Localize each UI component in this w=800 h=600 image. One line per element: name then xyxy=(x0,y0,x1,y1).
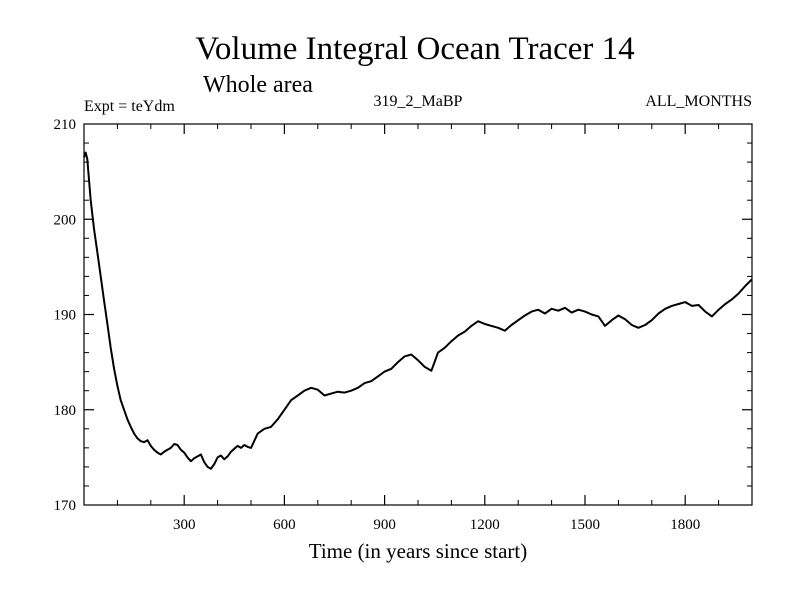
y-tick-label: 200 xyxy=(54,212,77,228)
x-tick-label: 1500 xyxy=(570,517,600,533)
major-ticks xyxy=(84,124,752,505)
plot-frame xyxy=(83,123,753,506)
y-tick-label: 210 xyxy=(54,117,77,133)
series-group xyxy=(83,151,753,470)
minor-ticks xyxy=(84,124,752,505)
x-tick-labels: 300 600 900 1200 1500 1800 xyxy=(173,517,700,533)
chart-subtitle: Whole area xyxy=(203,72,313,98)
x-axis-label: Time (in years since start) xyxy=(309,539,528,563)
x-tick-label: 1200 xyxy=(470,517,500,533)
chart-title: Volume Integral Ocean Tracer 14 xyxy=(195,31,634,67)
x-tick-label: 900 xyxy=(373,517,396,533)
header-center-label: 319_2_MaBP xyxy=(374,93,463,110)
series-line xyxy=(83,151,753,470)
y-tick-label: 170 xyxy=(54,498,77,514)
x-tick-label: 300 xyxy=(173,517,196,533)
header-left-label: Expt = teYdm xyxy=(84,98,175,115)
header-right-label: ALL_MONTHS xyxy=(645,93,752,110)
x-tick-label: 1800 xyxy=(670,517,700,533)
x-tick-label: 600 xyxy=(273,517,296,533)
y-tick-labels: 170 180 190 200 210 xyxy=(54,117,77,514)
y-tick-label: 180 xyxy=(54,403,77,419)
y-tick-label: 190 xyxy=(54,308,77,324)
